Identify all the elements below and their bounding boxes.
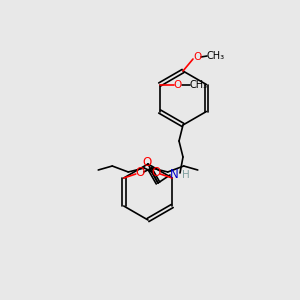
Text: N: N <box>169 169 178 182</box>
Text: O: O <box>173 80 182 89</box>
Text: CH₃: CH₃ <box>190 80 208 89</box>
Text: O: O <box>152 166 161 178</box>
Text: H: H <box>182 170 190 180</box>
Text: O: O <box>135 166 144 178</box>
Text: O: O <box>142 155 152 169</box>
Text: CH₃: CH₃ <box>207 51 225 61</box>
Text: O: O <box>193 52 201 62</box>
